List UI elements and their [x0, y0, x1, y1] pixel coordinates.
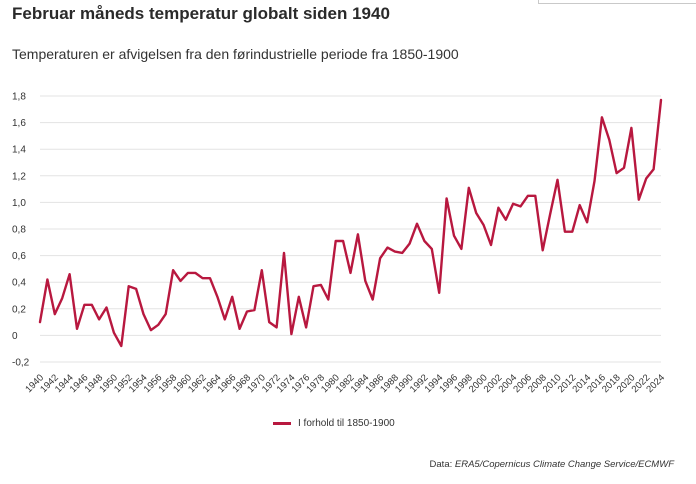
- y-tick-label: 1,6: [12, 118, 26, 129]
- y-tick-label: -0,2: [12, 358, 30, 369]
- legend-swatch: [273, 422, 291, 425]
- y-tick-label: 1,0: [12, 198, 26, 209]
- y-tick-label: 1,2: [12, 171, 26, 182]
- y-tick-label: 1,8: [12, 92, 26, 103]
- y-tick-label: 1,4: [12, 145, 26, 156]
- source-text: ERA5/Copernicus Climate Change Service/E…: [454, 459, 674, 470]
- y-tick-label: 0,6: [12, 251, 26, 262]
- source-note: Data: ERA5/Copernicus Climate Change Ser…: [430, 459, 674, 470]
- source-label: Data:: [429, 459, 455, 470]
- y-tick-label: 0,2: [12, 304, 26, 315]
- chart-subtitle: Temperaturen er afvigelsen fra den førin…: [12, 46, 459, 62]
- y-tick-label: 0,8: [12, 225, 26, 236]
- top-right-border: [538, 0, 696, 4]
- chart-title: Februar måneds temperatur globalt siden …: [12, 4, 390, 23]
- legend: I forhold til 1850-1900: [273, 418, 395, 429]
- series-line: [38, 98, 663, 348]
- legend-label: I forhold til 1850-1900: [298, 418, 395, 429]
- y-tick-label: 0,4: [12, 278, 26, 289]
- y-tick-label: 0: [12, 331, 18, 342]
